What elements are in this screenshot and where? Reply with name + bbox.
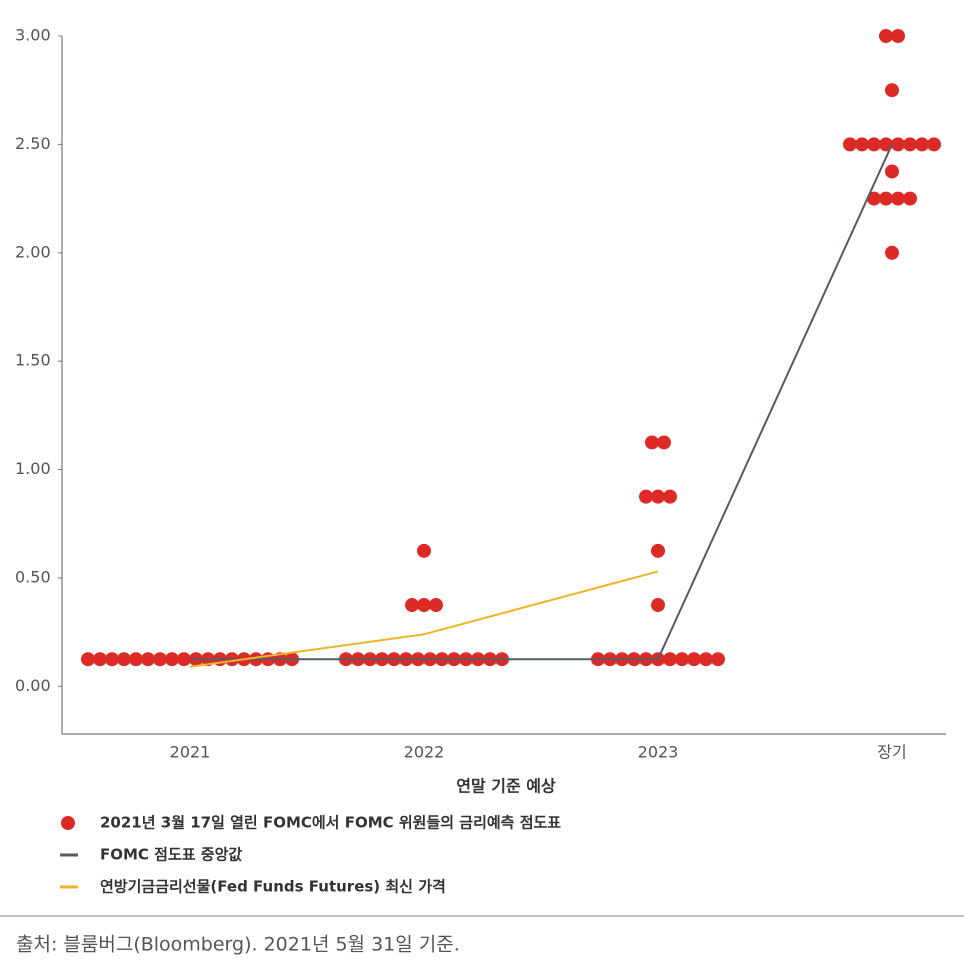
dot — [177, 652, 191, 667]
dot — [891, 191, 905, 206]
dot — [687, 652, 701, 667]
dot — [879, 29, 893, 43]
legend-label: FOMC 점도표 중앙값 — [100, 846, 242, 864]
y-tick-label: 0.00 — [15, 676, 51, 695]
x-axis-label: 연말 기준 예상 — [456, 777, 556, 796]
dot — [915, 137, 929, 152]
legend-label: 연방기금금리선물(Fed Funds Futures) 최신 가격 — [100, 878, 446, 896]
y-tick-label: 1.50 — [15, 351, 51, 370]
dot — [153, 652, 167, 667]
dot — [885, 245, 899, 260]
dot — [885, 83, 899, 98]
y-tick-label: 0.50 — [15, 567, 51, 586]
dot — [657, 435, 671, 450]
dot — [903, 191, 917, 206]
dot — [879, 137, 893, 152]
dot — [651, 489, 665, 504]
dot — [117, 652, 131, 667]
dot — [165, 652, 179, 667]
x-tick-label: 2023 — [638, 743, 679, 762]
legend-swatch — [61, 816, 75, 830]
dot — [891, 137, 905, 152]
y-tick-label: 2.00 — [15, 242, 51, 261]
line — [190, 143, 893, 661]
dot — [855, 137, 869, 152]
dot — [663, 489, 677, 504]
dot — [675, 652, 689, 667]
dot — [843, 137, 857, 152]
x-tick-label: 2021 — [170, 743, 211, 762]
dot — [867, 137, 881, 152]
dot — [867, 191, 881, 206]
y-tick-label: 2.50 — [15, 134, 51, 153]
dot — [651, 543, 665, 558]
dot — [141, 652, 155, 667]
y-tick-label: 3.00 — [15, 26, 51, 45]
dot — [891, 29, 905, 43]
source-note: 출처: 블룸버그(Bloomberg). 2021년 5월 31일 기준. — [16, 934, 460, 956]
x-tick-label: 장기 — [877, 743, 906, 762]
dot — [405, 598, 419, 613]
dot — [663, 652, 677, 667]
dot — [885, 164, 899, 179]
dot — [129, 652, 143, 667]
dot — [699, 652, 713, 667]
dot — [81, 652, 95, 667]
dot — [429, 598, 443, 613]
dot — [927, 137, 941, 152]
legend-label: 2021년 3월 17일 열린 FOMC에서 FOMC 위원들의 금리예측 점도… — [100, 814, 561, 832]
dot — [651, 598, 665, 613]
x-tick-label: 2022 — [404, 743, 445, 762]
y-tick-label: 1.00 — [15, 459, 51, 478]
line — [189, 570, 659, 668]
dot — [879, 191, 893, 206]
dot — [417, 598, 431, 613]
dot — [639, 489, 653, 504]
dot — [93, 652, 107, 667]
dot — [903, 137, 917, 152]
dot — [711, 652, 725, 667]
dot — [417, 543, 431, 558]
dot — [105, 652, 119, 667]
dot — [645, 435, 659, 450]
